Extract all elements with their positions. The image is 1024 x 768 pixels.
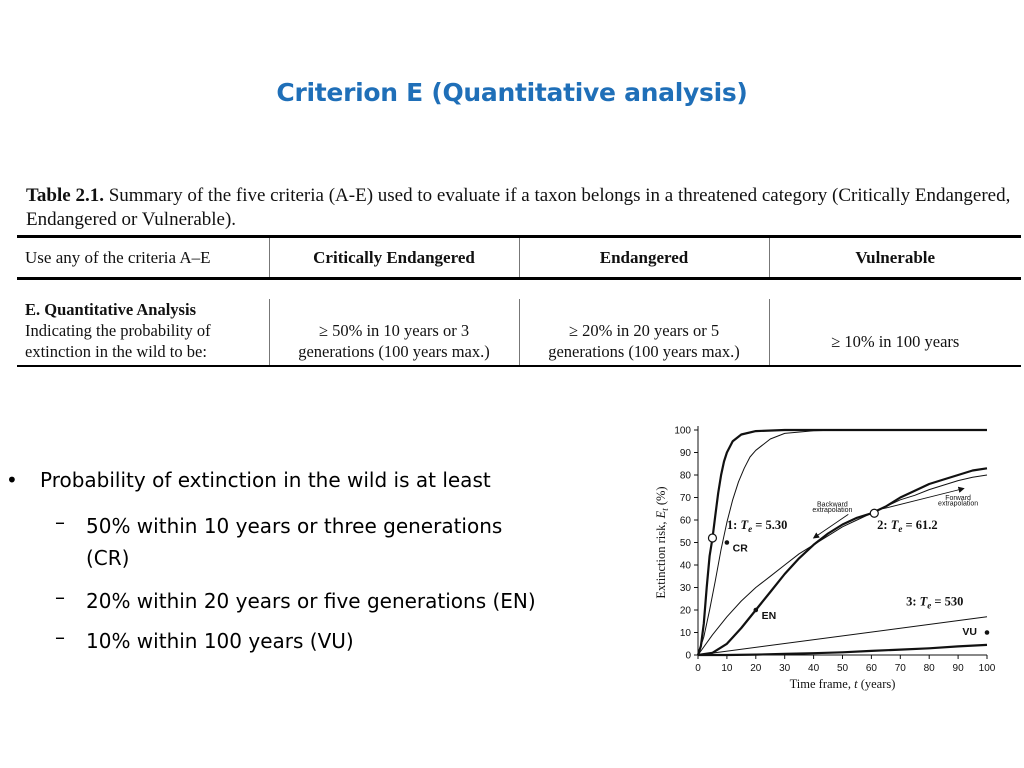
curve-vu-thick xyxy=(698,643,988,657)
cell-en: ≥ 20% in 20 years or 5 generations (100 … xyxy=(518,298,769,367)
x-axis-label: Time frame, t (years) xyxy=(790,677,896,691)
cell-cr: ≥ 50% in 10 years or 3 generations (100 … xyxy=(268,298,519,367)
extinction-risk-chart: 0 10 20 30 40 50 60 70 80 90 100 0 10 20 30 40 50 60 70 80 9… xyxy=(645,418,1010,703)
bullet-sub-cr-line2: (CR) xyxy=(86,546,130,570)
ann-forward-1: Forward xyxy=(945,495,971,502)
table-caption-text: Summary of the five criteria (A-E) used … xyxy=(26,185,1011,230)
slide-title: Criterion E (Quantitative analysis) xyxy=(276,78,748,107)
x-tick-label: 50 xyxy=(837,663,849,674)
chart-svg: 0 10 20 30 40 50 60 70 80 90 100 0 10 20 30 40 50 60 70 80 9… xyxy=(654,426,996,692)
forward-arrow xyxy=(882,486,965,510)
header-endangered: Endangered xyxy=(518,235,769,280)
row-label-line1: Indicating the probability of xyxy=(25,320,211,340)
x-tick-label: 70 xyxy=(895,663,907,674)
en-dot xyxy=(753,607,759,613)
cr-dot xyxy=(724,540,730,545)
dash-icon: – xyxy=(55,510,65,534)
header-criteria-label: Use any of the criteria A–E xyxy=(17,235,269,280)
header-critically-endangered: Critically Endangered xyxy=(268,235,519,280)
backward-arrow xyxy=(812,514,849,539)
y-tick-label: 30 xyxy=(680,583,692,594)
vu-dot xyxy=(984,630,990,635)
x-tick-label: 30 xyxy=(779,663,791,674)
ann-cr: CR xyxy=(733,543,749,555)
ann-forward-2: extrapolation xyxy=(938,500,978,507)
section-heading: E. Quantitative Analysis xyxy=(25,299,196,319)
cr-open-circle xyxy=(707,533,718,543)
curve-cr-thick xyxy=(696,428,987,656)
curve-cr-thin xyxy=(697,429,987,656)
header-vulnerable: Vulnerable xyxy=(768,235,1021,280)
ann-en: EN xyxy=(762,610,777,622)
cell-vu: ≥ 10% in 100 years xyxy=(768,298,1021,367)
cell-cr-line1: ≥ 50% in 10 years or 3 xyxy=(318,320,470,340)
table-caption-label: Table 2.1. xyxy=(26,185,104,206)
bullet-sub-cr-line1: 50% within 10 years or three generations xyxy=(86,514,503,538)
ann-en-te: 2: Te = 61.2 xyxy=(877,518,937,534)
row-label-line2: extinction in the wild to be: xyxy=(25,341,207,361)
x-tick-label: 0 xyxy=(695,663,701,674)
cell-en-line1: ≥ 20% in 20 years or 5 xyxy=(568,320,720,340)
x-tick-label: 20 xyxy=(750,663,762,674)
bullet-sub-text: 20% within 20 years or five generations … xyxy=(86,589,536,613)
ann-backward-2: extrapolation xyxy=(812,507,852,514)
ann-backward-1: Backward xyxy=(817,502,848,509)
ann-vu: VU xyxy=(962,626,977,638)
y-tick-label: 90 xyxy=(680,448,692,459)
curve-vu-thin xyxy=(697,616,988,656)
x-tick-label: 80 xyxy=(924,663,936,674)
y-tick-label: 10 xyxy=(680,628,692,639)
x-tick-label: 100 xyxy=(979,663,996,674)
bullet-dot-icon: • xyxy=(6,468,18,492)
cell-cr-line2: generations (100 years max.) xyxy=(298,341,490,361)
table-row-quantitative: E. Quantitative Analysis Indicating the … xyxy=(17,298,1021,367)
curve-en-thick xyxy=(697,467,988,657)
ann-cr-te: 1: Te = 5.30 xyxy=(727,518,787,534)
x-tick-label: 10 xyxy=(721,663,733,674)
x-tick-label: 60 xyxy=(866,663,878,674)
y-tick-label: 40 xyxy=(680,561,692,572)
ann-vu-te: 3: Te = 530 xyxy=(906,595,963,611)
y-tick-label: 20 xyxy=(680,606,692,617)
y-axis-label: Extinction risk, Et (%) xyxy=(654,486,670,598)
bullet-main-text: Probability of extinction in the wild is… xyxy=(40,468,491,492)
bullet-sub-text: 50% within 10 years or three generations… xyxy=(86,510,502,574)
y-tick-label: 0 xyxy=(685,651,691,662)
table-caption: Table 2.1. Summary of the five criteria … xyxy=(26,184,1016,232)
y-tick-label: 70 xyxy=(680,493,692,504)
dash-icon: – xyxy=(55,625,65,649)
curve-en-thin xyxy=(697,474,988,656)
en-open-circle xyxy=(869,508,879,518)
x-tick-label: 40 xyxy=(808,663,820,674)
criteria-table: Use any of the criteria A–E Critically E… xyxy=(17,235,1021,367)
bullet-sub-text: 10% within 100 years (VU) xyxy=(86,629,354,653)
table-header-row: Use any of the criteria A–E Critically E… xyxy=(17,235,1021,280)
y-tick-label: 60 xyxy=(680,516,692,527)
y-tick-label: 50 xyxy=(680,538,692,549)
row-label: E. Quantitative Analysis Indicating the … xyxy=(17,298,269,367)
y-tick-label: 100 xyxy=(674,426,691,437)
x-tick-label: 90 xyxy=(953,663,965,674)
cell-en-line2: generations (100 years max.) xyxy=(548,341,740,361)
dash-icon: – xyxy=(55,585,65,609)
y-tick-label: 80 xyxy=(680,471,692,482)
